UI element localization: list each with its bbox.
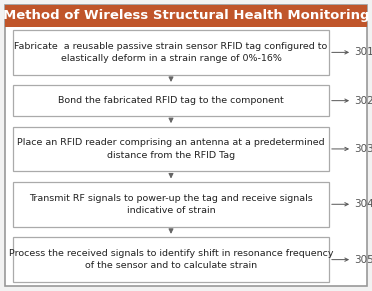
Bar — [13, 182, 329, 227]
Text: Fabricate  a reusable passive strain sensor RFID tag configured to
elastically d: Fabricate a reusable passive strain sens… — [15, 42, 328, 63]
Bar — [13, 127, 329, 171]
Text: 301: 301 — [354, 47, 372, 57]
Text: 304: 304 — [354, 199, 372, 209]
Bar — [13, 30, 329, 75]
Text: 303: 303 — [354, 144, 372, 154]
Bar — [13, 237, 329, 282]
Text: 305: 305 — [354, 255, 372, 265]
Text: Bond the fabricated RFID tag to the component: Bond the fabricated RFID tag to the comp… — [58, 96, 284, 105]
Bar — [5, 5, 367, 27]
Text: Place an RFID reader comprising an antenna at a predetermined
distance from the : Place an RFID reader comprising an anten… — [17, 138, 325, 160]
Text: Transmit RF signals to power-up the tag and receive signals
indicative of strain: Transmit RF signals to power-up the tag … — [29, 194, 313, 215]
Bar — [13, 85, 329, 116]
Text: 302: 302 — [354, 96, 372, 106]
Text: Process the received signals to identify shift in resonance frequency
of the sen: Process the received signals to identify… — [9, 249, 333, 270]
Text: Method of Wireless Structural Health Monitoring: Method of Wireless Structural Health Mon… — [3, 10, 369, 22]
